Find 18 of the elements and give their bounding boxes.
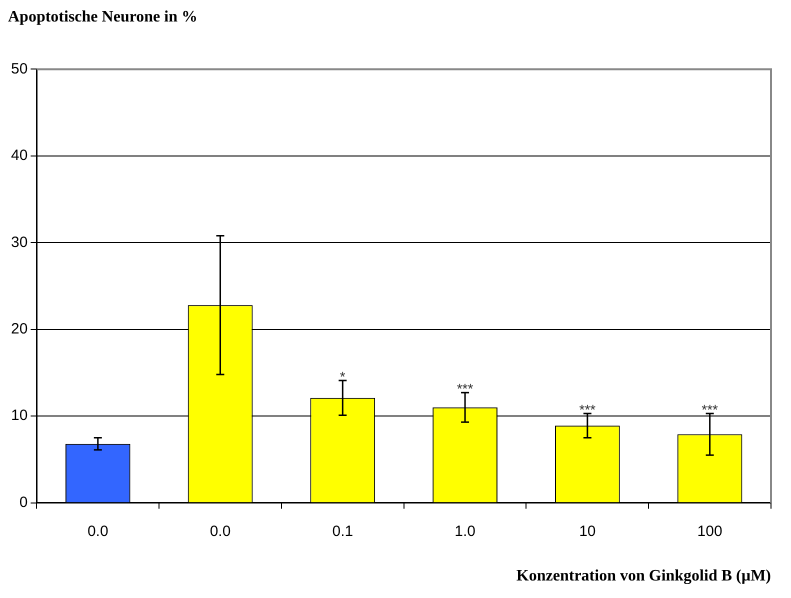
y-axis-title: Apoptotische Neurone in %	[8, 8, 198, 26]
y-tick-label: 10	[10, 407, 28, 424]
x-tick-label: 0.1	[332, 522, 354, 540]
x-axis-title: Konzentration von Ginkgolid B (µM)	[516, 568, 771, 585]
x-tick-label: 1.0	[454, 522, 476, 540]
x-tick-label: 100	[697, 522, 722, 540]
annotation: ***	[456, 380, 474, 397]
annotation: *	[340, 368, 346, 384]
annotation: ***	[579, 401, 596, 418]
y-tick-label: 50	[10, 60, 28, 78]
y-tick-label: 40	[10, 147, 28, 164]
y-tick-label: 30	[10, 234, 28, 251]
y-tick-label: 20	[10, 320, 28, 338]
y-tick-label: 0	[19, 494, 28, 511]
x-tick-label: 0.0	[87, 522, 108, 540]
x-tick-label: 0.0	[210, 522, 231, 540]
annotation: ***	[702, 401, 719, 418]
x-tick-label: 10	[579, 522, 596, 540]
